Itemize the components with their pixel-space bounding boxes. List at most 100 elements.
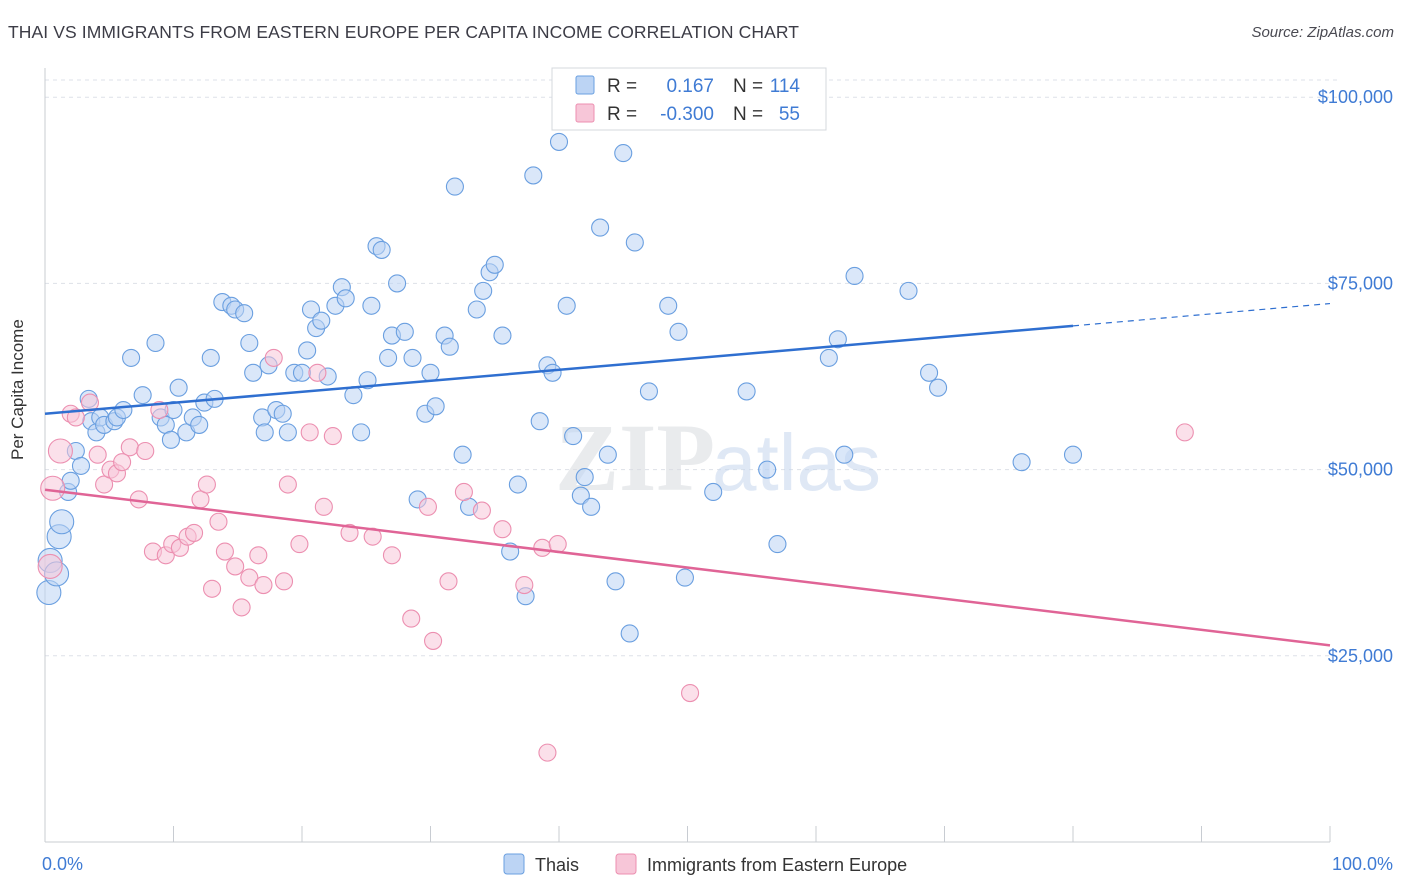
- point-thais: [598, 445, 617, 464]
- point-thais: [358, 371, 377, 390]
- point-thais: [564, 427, 583, 446]
- point-thais: [543, 363, 562, 382]
- point-immigrants: [240, 568, 259, 587]
- point-immigrants: [40, 475, 66, 501]
- point-thais: [71, 456, 91, 475]
- point-immigrants: [439, 572, 458, 591]
- point-immigrants: [95, 475, 114, 494]
- source-label: Source: ZipAtlas.com: [1251, 24, 1394, 41]
- point-thais: [146, 333, 165, 353]
- point-thais: [845, 266, 864, 286]
- point-immigrants: [120, 438, 139, 457]
- point-thais: [403, 348, 422, 367]
- point-immigrants: [402, 609, 421, 628]
- stats-swatch-blue: [575, 75, 595, 95]
- chart-title: THAI VS IMMIGRANTS FROM EASTERN EUROPE P…: [8, 22, 800, 42]
- point-immigrants: [185, 523, 204, 542]
- point-thais: [161, 430, 180, 449]
- point-immigrants: [197, 475, 216, 494]
- trend-line-immigrants: [44, 488, 1331, 647]
- trend-line-thais: [44, 324, 1074, 416]
- stats-n-label: N =: [733, 104, 763, 125]
- series-immigrants-eastern-europe: [37, 348, 1194, 762]
- point-thais: [530, 412, 549, 431]
- point-thais: [582, 497, 601, 516]
- point-thais: [352, 423, 371, 442]
- legend-label-immigrants: Immigrants from Eastern Europe: [647, 855, 907, 875]
- tick-labels: $25,000 $50,000 $75,000 $100,000 0.0% 100.0%: [42, 87, 1393, 874]
- point-immigrants: [66, 408, 85, 427]
- point-thais: [379, 348, 398, 367]
- point-thais: [421, 363, 440, 382]
- point-immigrants: [136, 441, 155, 461]
- y-tick-label: $50,000: [1328, 460, 1393, 480]
- trend-lines: [44, 302, 1331, 647]
- point-thais: [737, 382, 756, 401]
- point-immigrants: [323, 427, 342, 446]
- point-immigrants: [454, 482, 473, 502]
- point-immigrants: [314, 497, 333, 516]
- point-thais: [278, 423, 297, 442]
- series-thais: [36, 132, 1083, 643]
- stats-n-label: N =: [733, 76, 763, 97]
- point-thais: [835, 445, 854, 464]
- y-tick-label: $25,000: [1328, 646, 1393, 666]
- x-tick-label: 100.0%: [1332, 854, 1393, 874]
- point-immigrants: [363, 527, 382, 546]
- point-thais: [899, 281, 918, 300]
- point-thais: [298, 341, 317, 360]
- point-thais: [395, 322, 414, 341]
- point-thais: [591, 218, 610, 237]
- point-immigrants: [418, 497, 437, 516]
- point-thais: [201, 348, 220, 367]
- point-thais: [704, 482, 723, 502]
- point-immigrants: [493, 520, 512, 539]
- point-thais: [758, 460, 777, 479]
- point-thais: [426, 397, 445, 416]
- stats-r-label: R =: [607, 76, 637, 97]
- legend: Thais Immigrants from Eastern Europe: [503, 853, 907, 875]
- point-thais: [312, 311, 331, 330]
- point-immigrants: [88, 445, 107, 464]
- point-thais: [388, 274, 407, 293]
- point-thais: [768, 535, 787, 554]
- point-thais: [49, 509, 75, 535]
- point-thais: [614, 144, 633, 163]
- point-thais: [1012, 453, 1031, 472]
- point-thais: [639, 382, 659, 401]
- point-immigrants: [681, 683, 700, 703]
- point-thais: [133, 386, 152, 405]
- point-thais: [625, 233, 644, 252]
- x-tick-label: 0.0%: [42, 854, 83, 874]
- point-immigrants: [382, 546, 402, 565]
- point-thais: [474, 281, 493, 300]
- point-immigrants: [232, 598, 251, 617]
- point-thais: [508, 475, 527, 494]
- watermark-atlas: atlas: [712, 418, 881, 507]
- point-thais: [669, 322, 688, 341]
- stats-r-value: -0.300: [660, 104, 714, 125]
- point-thais: [344, 386, 363, 405]
- point-immigrants: [1175, 423, 1194, 442]
- point-immigrants: [226, 557, 245, 576]
- point-thais: [190, 415, 209, 434]
- point-immigrants: [340, 523, 359, 542]
- point-thais: [549, 132, 569, 151]
- point-thais: [292, 363, 312, 382]
- point-immigrants: [215, 542, 234, 561]
- stats-r-label: R =: [607, 104, 637, 125]
- y-tick-label: $100,000: [1318, 87, 1393, 107]
- point-immigrants: [278, 475, 297, 494]
- point-thais: [620, 624, 639, 643]
- point-immigrants: [113, 453, 132, 472]
- stats-legend: R = 0.167 N = 114 R = -0.300 N = 55: [551, 67, 827, 131]
- legend-swatch-immigrants: [615, 853, 637, 875]
- point-immigrants: [472, 501, 491, 520]
- point-thais: [453, 445, 472, 464]
- stats-r-value: 0.167: [666, 76, 714, 97]
- point-immigrants: [264, 348, 283, 367]
- point-immigrants: [538, 743, 557, 762]
- point-thais: [524, 166, 543, 185]
- point-immigrants: [150, 400, 169, 420]
